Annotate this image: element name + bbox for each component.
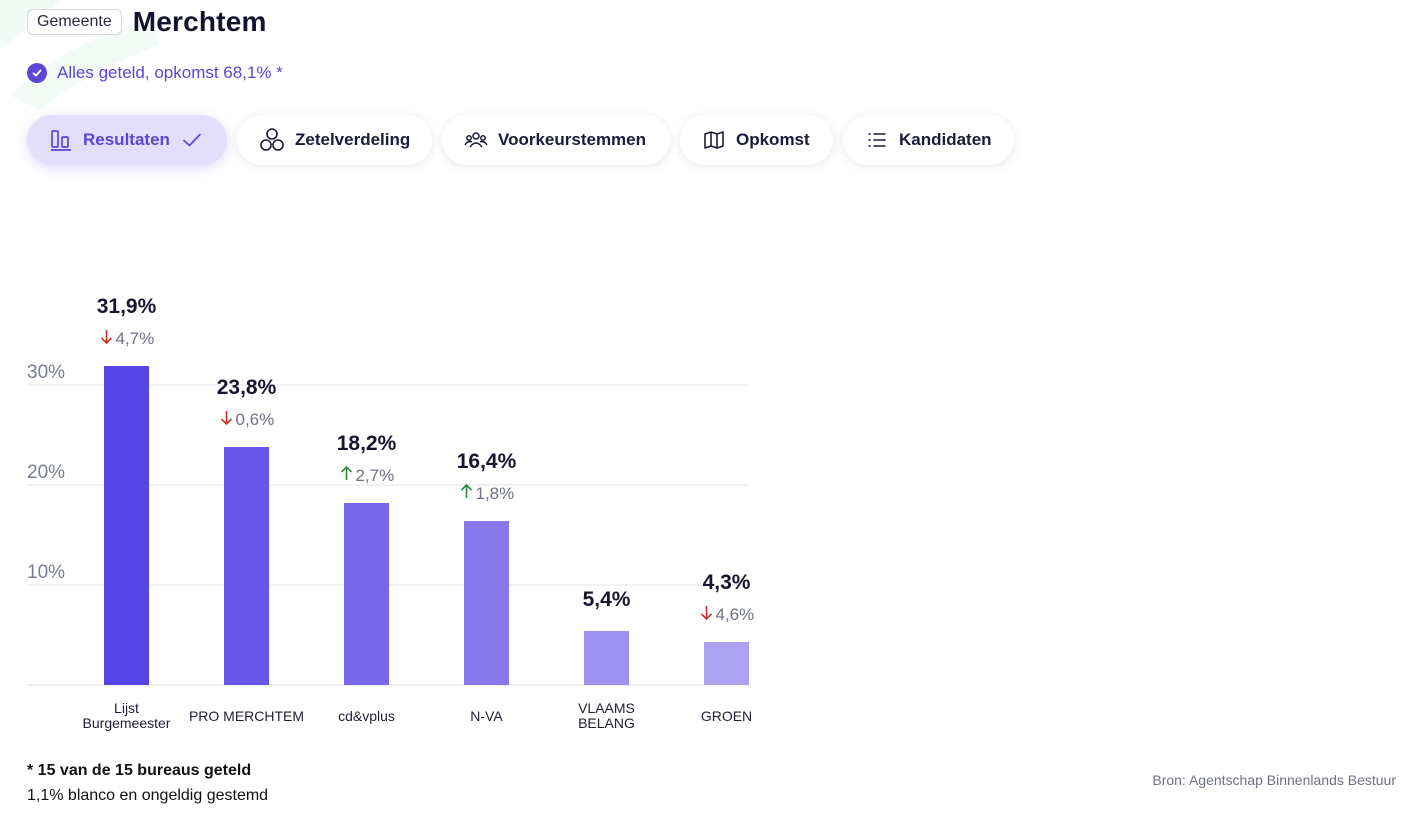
bar-change-label: 1,8% [476, 484, 515, 503]
bar-value-label: 31,9% [97, 295, 157, 318]
bar-change-label: 4,6% [716, 605, 755, 624]
header: Gemeente Merchtem [27, 6, 267, 38]
footnotes: * 15 van de 15 bureaus geteld 1,1% blanc… [27, 758, 268, 808]
map-icon [702, 128, 726, 152]
category-label: Lijst [114, 700, 139, 716]
arrow-down-icon [700, 606, 713, 621]
arrow-up-icon [460, 483, 473, 498]
category-label: cd&vplus [338, 708, 395, 724]
bar [224, 447, 269, 685]
category-label: VLAAMS [578, 700, 635, 716]
category-label: Burgemeester [83, 715, 171, 731]
bar [464, 521, 509, 685]
bar-chart-icon [49, 128, 73, 152]
tab-opkomst[interactable]: Opkomst [680, 115, 833, 165]
bar-value-label: 4,3% [703, 571, 751, 594]
tab-label: Opkomst [736, 130, 810, 149]
bar [104, 366, 149, 685]
bar [344, 503, 389, 685]
tab-label: Resultaten [83, 130, 170, 149]
tab-bar: Resultaten Zetelverdeling Voorkeurstemme… [27, 115, 1014, 165]
bar [584, 631, 629, 685]
list-icon [865, 128, 889, 152]
arrow-up-icon [340, 465, 353, 480]
tab-voorkeurstemmen[interactable]: Voorkeurstemmen [442, 115, 670, 165]
bar [704, 642, 749, 685]
category-label: BELANG [578, 715, 635, 731]
arrow-down-icon [100, 330, 113, 345]
tab-resultaten[interactable]: Resultaten [27, 115, 227, 165]
arrow-down-icon [220, 411, 233, 426]
bar-change-label: 2,7% [356, 466, 395, 485]
category-label: GROEN [701, 708, 752, 724]
bar-change-label: 4,7% [116, 329, 155, 348]
footnote-bureaus: * 15 van de 15 bureaus geteld [27, 762, 252, 779]
source-note: Bron: Agentschap Binnenlands Bestuur [1152, 772, 1396, 788]
municipality-badge: Gemeente [27, 9, 122, 35]
page-title: Merchtem [132, 6, 267, 37]
category-label: PRO MERCHTEM [189, 708, 304, 724]
y-tick-label: 30% [27, 362, 65, 383]
circles-icon [259, 127, 285, 153]
bar-value-label: 5,4% [583, 588, 631, 611]
tab-label: Kandidaten [899, 130, 992, 149]
bar-value-label: 18,2% [337, 432, 397, 455]
tab-label: Voorkeurstemmen [498, 130, 647, 149]
count-status-text: Alles geteld, opkomst 68,1% * [57, 63, 283, 82]
count-status: Alles geteld, opkomst 68,1% * [27, 63, 283, 83]
tab-zetelverdeling[interactable]: Zetelverdeling [237, 115, 432, 165]
bar-change-label: 0,6% [236, 410, 275, 429]
footnote-blanco: 1,1% blanco en ongeldig gestemd [27, 787, 269, 804]
check-circle-icon [27, 63, 47, 83]
bar-value-label: 23,8% [217, 376, 277, 399]
tab-kandidaten[interactable]: Kandidaten [843, 115, 1014, 165]
y-tick-label: 20% [27, 462, 65, 483]
bar-value-label: 16,4% [457, 450, 517, 473]
category-label: N-VA [470, 708, 503, 724]
y-tick-label: 10% [27, 562, 65, 583]
tab-label: Zetelverdeling [295, 130, 411, 149]
checkmark-icon [182, 132, 202, 148]
people-icon [464, 128, 488, 152]
